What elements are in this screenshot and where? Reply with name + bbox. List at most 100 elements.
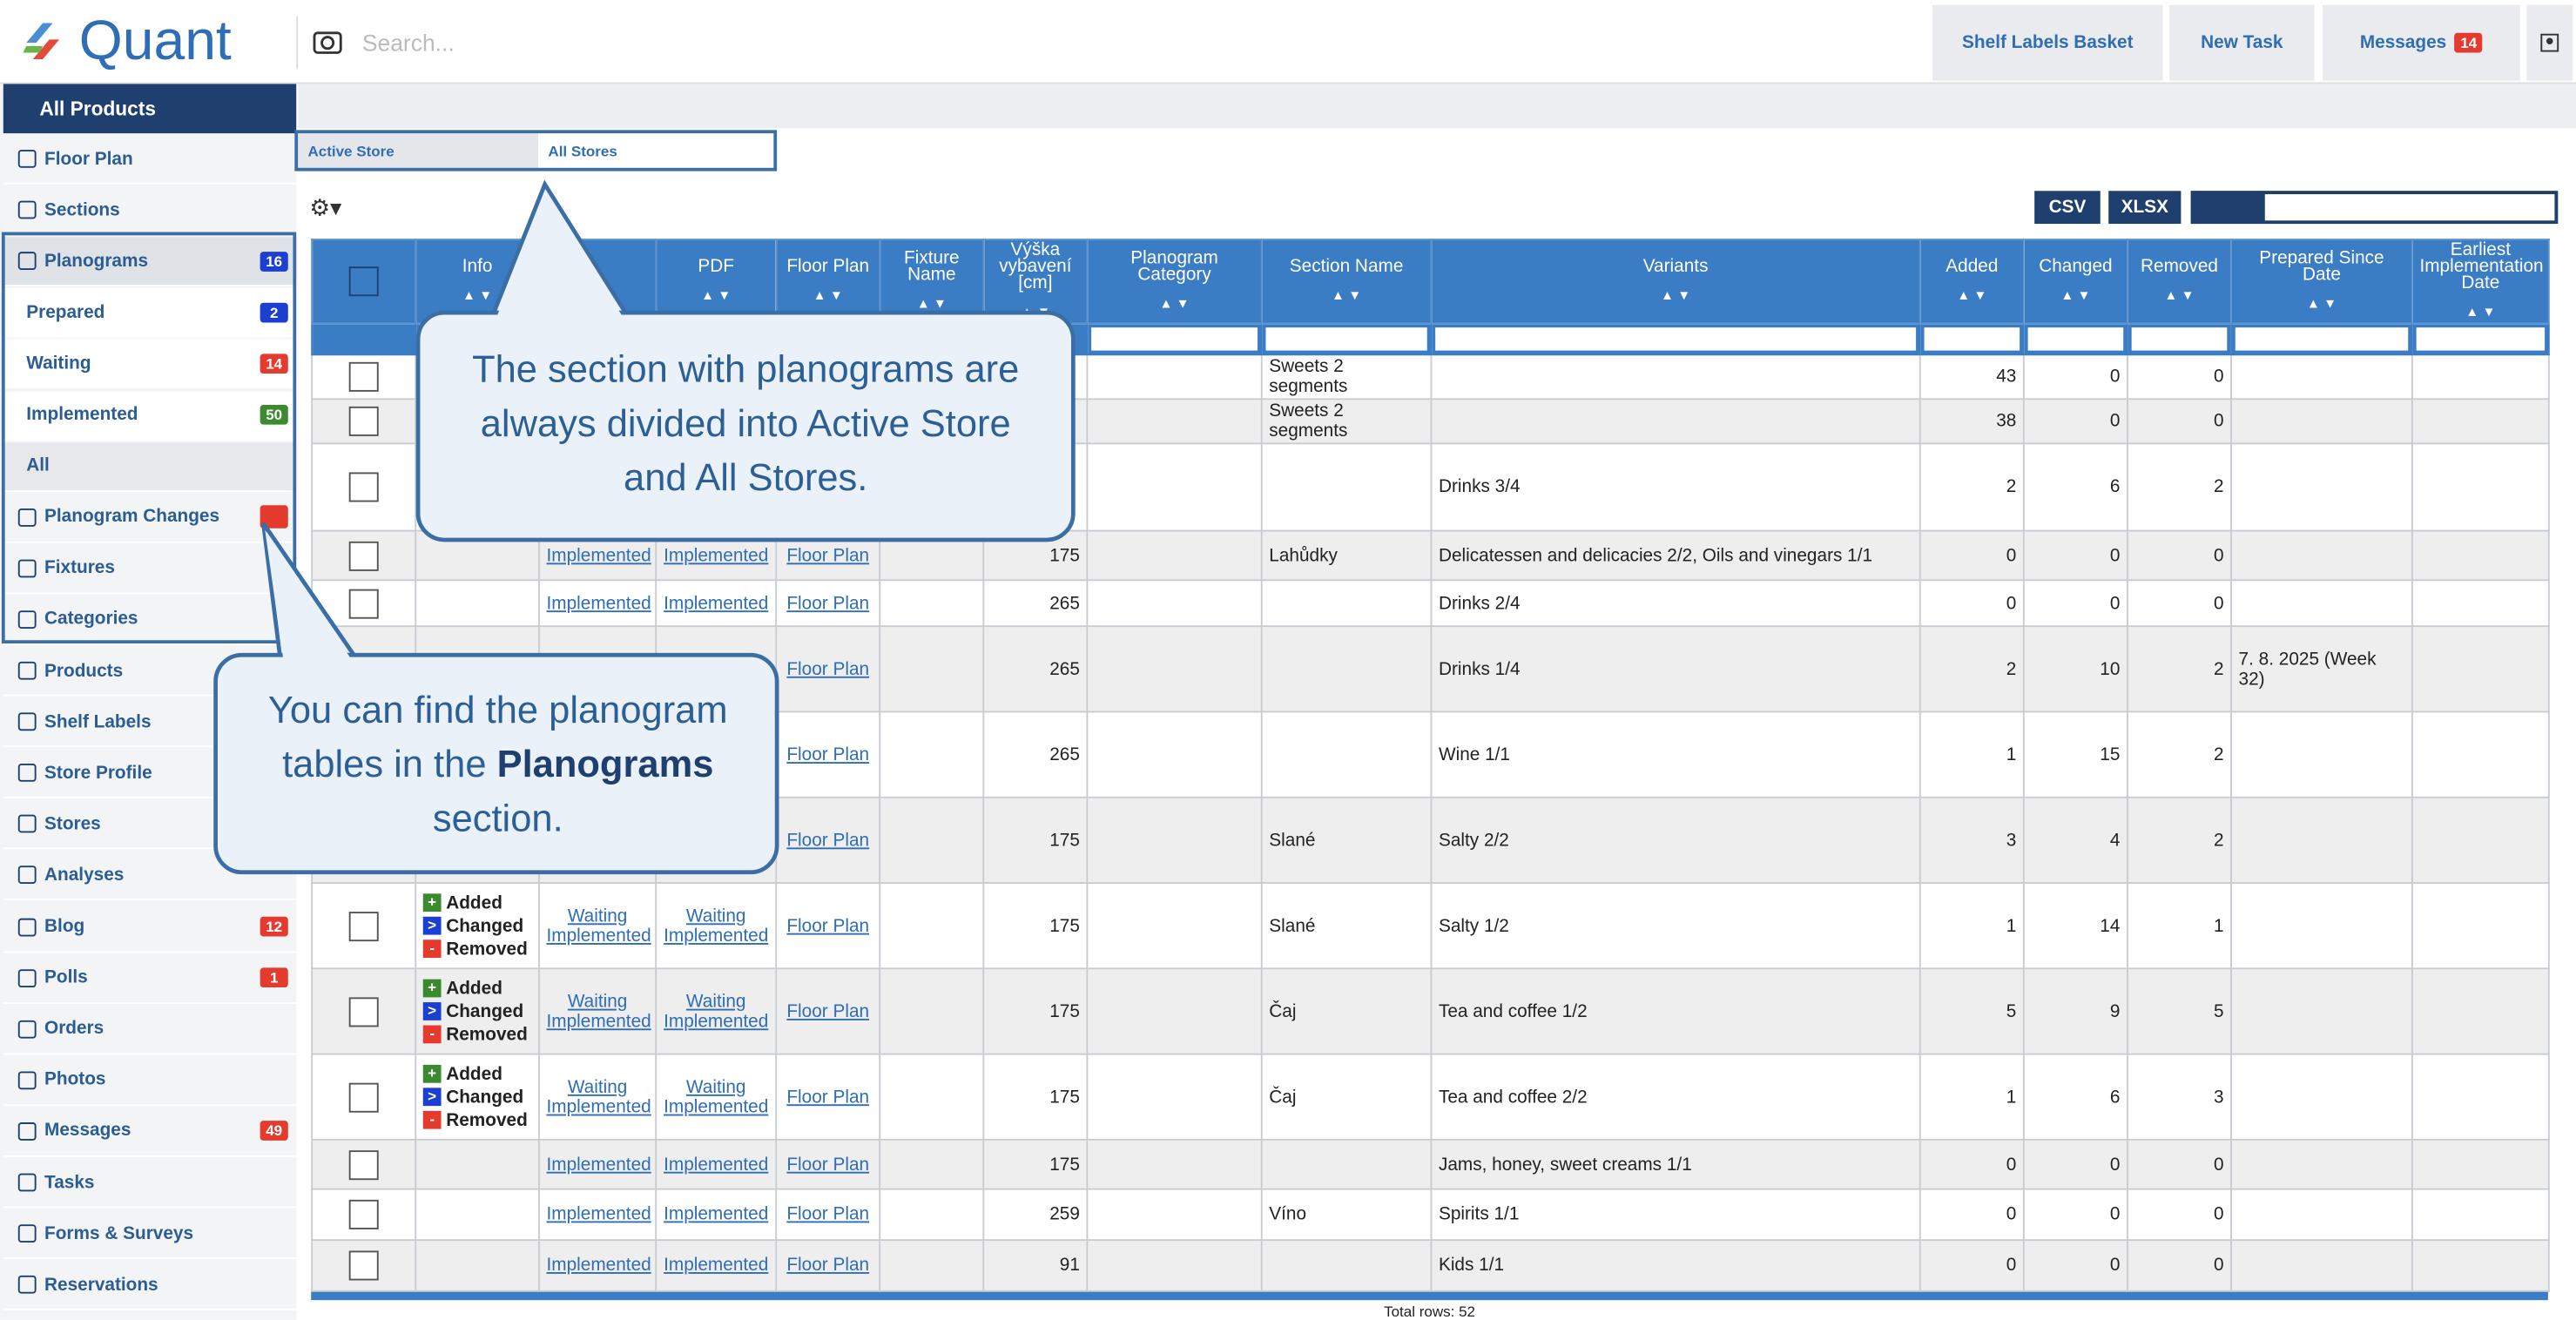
checkbox[interactable] — [348, 996, 379, 1027]
tab-active-store[interactable]: Active Store — [298, 131, 539, 172]
link[interactable]: Implemented — [664, 593, 769, 614]
checkbox[interactable] — [348, 406, 379, 436]
sidebar-title[interactable]: All Products — [3, 84, 297, 134]
link[interactable]: Implemented — [664, 1204, 769, 1225]
link[interactable]: Implemented — [546, 1154, 651, 1175]
sidebar-item[interactable]: Implemented 50 — [3, 390, 297, 441]
filter-input[interactable] — [1435, 327, 1917, 351]
link[interactable]: Floor Plan — [786, 744, 870, 764]
checkbox[interactable] — [348, 1149, 379, 1180]
filter-input[interactable] — [2416, 327, 2546, 351]
link[interactable]: Floor Plan — [786, 658, 870, 679]
csv-button[interactable]: CSV — [2034, 191, 2101, 225]
link[interactable]: Floor Plan — [786, 1154, 870, 1175]
checkbox[interactable] — [348, 540, 379, 570]
sidebar-item[interactable]: Reservations — [3, 1261, 297, 1310]
filter-box[interactable] — [2190, 191, 2559, 225]
link[interactable]: Waiting — [685, 1077, 746, 1097]
link[interactable]: Waiting — [685, 991, 746, 1012]
link[interactable]: Floor Plan — [786, 1256, 870, 1276]
column-title[interactable]: Fixture Name — [904, 248, 960, 285]
link[interactable]: Floor Plan — [786, 593, 870, 614]
link[interactable]: Implemented — [664, 1256, 769, 1276]
sidebar-item[interactable]: Planogram Changes — [3, 493, 297, 543]
sidebar-item[interactable]: Photos — [3, 1056, 297, 1106]
link[interactable]: Implemented — [664, 926, 769, 946]
column-title[interactable]: Removed — [2140, 256, 2218, 277]
link[interactable]: Waiting — [567, 991, 628, 1012]
link[interactable]: Implemented — [664, 1096, 769, 1117]
checkbox[interactable] — [348, 911, 379, 941]
column-title[interactable]: Earliest Implementation Date — [2419, 239, 2544, 293]
filter-input[interactable] — [2027, 327, 2124, 351]
sidebar-item[interactable]: Planograms 16 — [3, 237, 297, 287]
checkbox[interactable] — [348, 266, 379, 297]
sidebar-item[interactable]: Orders — [3, 1005, 297, 1054]
link[interactable]: Waiting — [685, 906, 746, 926]
cell: Implemented — [538, 1239, 657, 1292]
link[interactable]: Implemented — [546, 1011, 651, 1032]
search-input[interactable]: Search... — [361, 30, 455, 57]
link[interactable]: Implemented — [546, 593, 651, 614]
column-title[interactable]: Prepared Since Date — [2259, 248, 2384, 285]
column-title[interactable]: Výška vybavení [cm] — [999, 239, 1072, 293]
filter-input[interactable] — [1091, 327, 1258, 351]
column-title[interactable]: Changed — [2039, 256, 2113, 277]
link[interactable]: Implemented — [664, 1154, 769, 1175]
badge: 14 — [2454, 32, 2483, 53]
filter-cell — [2127, 322, 2232, 356]
link[interactable]: Implemented — [546, 926, 651, 946]
tab-all-stores[interactable]: All Stores — [538, 131, 779, 172]
sidebar-item[interactable]: Blog 12 — [3, 902, 297, 953]
link[interactable]: Floor Plan — [786, 1087, 870, 1108]
link[interactable]: Waiting — [567, 1077, 628, 1097]
checkbox[interactable] — [348, 1199, 379, 1229]
column-title[interactable]: PDF — [698, 256, 734, 277]
checkbox[interactable] — [348, 1250, 379, 1281]
link[interactable]: Floor Plan — [786, 1001, 870, 1021]
sidebar-item[interactable]: Polls 1 — [3, 953, 297, 1004]
link[interactable]: Implemented — [546, 1204, 651, 1225]
sidebar-item[interactable]: Waiting 14 — [3, 340, 297, 389]
link[interactable]: Floor Plan — [786, 915, 870, 936]
sidebar-item[interactable]: Tasks — [3, 1158, 297, 1209]
filter-input[interactable] — [2131, 327, 2228, 351]
settings-gear[interactable]: ⚙▾ — [309, 194, 342, 221]
link[interactable]: Floor Plan — [786, 545, 870, 566]
column-title[interactable]: Info — [462, 256, 493, 277]
filter-input[interactable] — [1265, 327, 1427, 351]
sidebar-item[interactable]: Categories — [3, 596, 297, 645]
sidebar-item[interactable]: All — [3, 441, 297, 492]
link[interactable]: Implemented — [664, 1011, 769, 1032]
sidebar-item[interactable]: Forms & Surveys — [3, 1209, 297, 1260]
link[interactable]: Floor Plan — [786, 830, 870, 851]
checkbox[interactable] — [348, 472, 379, 502]
column-title[interactable]: Variants — [1642, 256, 1709, 277]
link[interactable]: Waiting — [567, 906, 628, 926]
shelf-labels-basket[interactable]: Shelf Labels Basket — [1932, 4, 2163, 81]
checkbox[interactable] — [348, 588, 379, 618]
messages[interactable]: Messages 14 — [2322, 4, 2520, 81]
checkbox[interactable] — [348, 1081, 379, 1112]
sidebar-item[interactable]: Fixtures — [3, 544, 297, 594]
column-title[interactable]: Floor Plan — [786, 256, 870, 277]
link[interactable]: Implemented — [546, 1256, 651, 1276]
checkbox[interactable] — [348, 361, 379, 392]
column-title[interactable]: Added — [1945, 256, 1999, 277]
link[interactable]: Implemented — [546, 1096, 651, 1117]
link[interactable]: Implemented — [664, 545, 769, 566]
filter-input[interactable] — [1924, 327, 2020, 351]
user-button[interactable] — [2526, 4, 2573, 81]
sidebar-item[interactable]: Prepared 2 — [3, 288, 297, 339]
cell: 2 — [2127, 625, 2232, 713]
sidebar-item[interactable]: Floor Plan — [3, 134, 297, 185]
sidebar-item[interactable]: Sections — [3, 185, 297, 236]
filter-input[interactable] — [2235, 327, 2409, 351]
new-task[interactable]: New Task — [2169, 4, 2315, 81]
column-title[interactable]: Planogram Category — [1130, 248, 1218, 285]
column-title[interactable]: Section Name — [1289, 256, 1404, 277]
xlsx-button[interactable]: XLSX — [2108, 191, 2182, 225]
link[interactable]: Floor Plan — [786, 1204, 870, 1225]
sidebar-item[interactable]: Messages 49 — [3, 1107, 297, 1157]
link[interactable]: Implemented — [546, 545, 651, 566]
